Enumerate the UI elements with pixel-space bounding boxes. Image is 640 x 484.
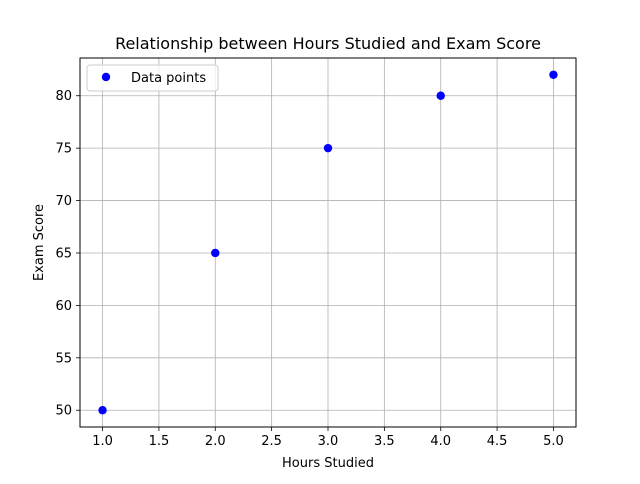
y-tick-label: 60	[55, 299, 72, 314]
y-tick-label: 75	[55, 142, 72, 157]
legend-label: Data points	[131, 71, 206, 86]
axis-ticks: 1.0 1.5 2.0 2.5 3.0 3.5 4.0 4.5 5.0 50 55 60 65 70 75 8…	[55, 89, 563, 449]
y-tick-label: 55	[55, 351, 72, 366]
legend: Data points	[86, 64, 219, 92]
legend-marker	[101, 72, 111, 82]
y-tick-label: 70	[55, 194, 72, 209]
y-tick-label: 65	[55, 246, 72, 261]
y-tick-label: 80	[55, 89, 72, 104]
x-tick-label: 2.0	[205, 434, 226, 449]
data-point	[98, 406, 107, 415]
x-axis-label: Hours Studied	[282, 456, 374, 471]
x-tick-label: 1.5	[149, 434, 170, 449]
legend-box	[86, 64, 219, 92]
data-point	[211, 248, 220, 258]
data-points	[98, 70, 558, 415]
data-point	[323, 143, 333, 153]
x-tick-label: 2.5	[261, 434, 282, 449]
x-tick-label: 3.0	[318, 434, 339, 449]
y-tick-label: 50	[55, 404, 72, 419]
x-tick-label: 4.5	[487, 434, 508, 449]
chart-title: Relationship between Hours Studied and E…	[115, 34, 541, 53]
x-tick-label: 5.0	[543, 434, 564, 449]
y-axis-label: Exam Score	[32, 204, 47, 281]
x-tick-label: 3.5	[374, 434, 395, 449]
plot-frame	[79, 57, 577, 428]
x-tick-label: 1.0	[92, 434, 113, 449]
data-point	[436, 91, 445, 100]
data-point	[549, 70, 558, 79]
x-tick-label: 4.0	[430, 434, 451, 449]
